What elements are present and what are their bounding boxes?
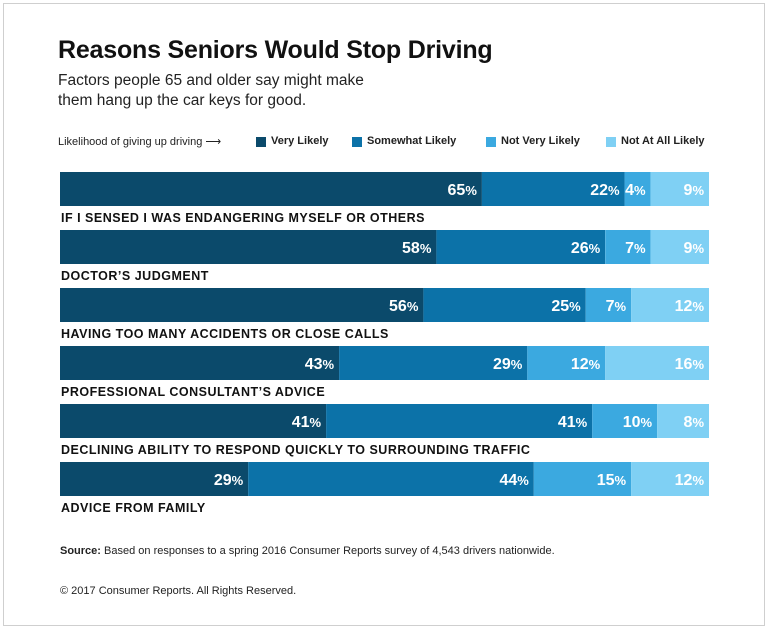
bar-segment-very-likely xyxy=(60,288,424,322)
category-label: HAVING TOO MANY ACCIDENTS OR CLOSE CALLS xyxy=(61,327,389,341)
chart-subtitle: Factors people 65 and older say might ma… xyxy=(58,72,364,109)
data-label: 41% xyxy=(292,414,322,431)
bar-row: 56% 25% 7% 12% HAVING TOO MANY ACCIDENTS OR … xyxy=(60,288,709,341)
bar-segment-somewhat-likely xyxy=(423,288,586,322)
data-label: 12% xyxy=(675,472,705,489)
category-label: DECLINING ABILITY TO RESPOND QUICKLY TO … xyxy=(61,443,530,457)
bar-segment-not-at-all-likely xyxy=(605,346,709,380)
legend-swatch-somewhat-likely xyxy=(352,137,362,147)
bar-segment-not-very-likely xyxy=(592,404,658,438)
source-text: Based on responses to a spring 2016 Cons… xyxy=(100,545,555,557)
data-label: 15% xyxy=(597,472,627,489)
bar-row: 58% 26% 7% 9% DOCTOR’S JUDGMENT xyxy=(60,230,709,283)
bar-segment-not-at-all-likely xyxy=(650,230,709,264)
category-label: IF I SENSED I WAS ENDANGERING MYSELF OR … xyxy=(61,211,425,225)
data-label: 58% xyxy=(402,240,432,257)
data-label: 22% xyxy=(590,182,620,199)
legend-label-very-likely: Very Likely xyxy=(271,135,329,147)
bar-segment-not-very-likely xyxy=(533,462,632,496)
legend-label-not-at-all-likely: Not At All Likely xyxy=(621,135,705,147)
source-note: Source: Based on responses to a spring 2… xyxy=(60,545,555,557)
bar-row: 65% 22% 4% 9% IF I SENSED I WAS ENDANGERING … xyxy=(60,172,709,225)
data-label: 56% xyxy=(389,298,419,315)
bar-row: 43% 29% 12% 16% PROFESSIONAL CONSULTANT’S AD… xyxy=(60,346,709,399)
data-label: 65% xyxy=(448,182,478,199)
bar-row: 29% 44% 15% 12% ADVICE FROM FAMILY xyxy=(60,462,709,515)
data-label: 8% xyxy=(684,414,705,431)
bar-row: 41% 41% 10% 8% DECLINING ABILITY TO RESPOND … xyxy=(60,404,709,457)
data-label: 7% xyxy=(625,240,646,257)
data-label: 44% xyxy=(499,472,529,489)
bar-segment-very-likely xyxy=(60,230,437,264)
data-label: 12% xyxy=(675,298,705,315)
data-label: 16% xyxy=(675,356,705,373)
category-label: PROFESSIONAL CONSULTANT’S ADVICE xyxy=(61,385,325,399)
data-label: 9% xyxy=(684,182,705,199)
bar-segment-not-very-likely xyxy=(605,230,651,264)
bar-segment-not-very-likely xyxy=(585,288,632,322)
bar-segment-somewhat-likely xyxy=(436,230,606,264)
bar-segment-very-likely xyxy=(60,346,340,380)
data-label: 12% xyxy=(571,356,601,373)
bar-segment-somewhat-likely xyxy=(248,462,534,496)
bar-segment-not-very-likely xyxy=(624,172,651,206)
legend-swatch-very-likely xyxy=(256,137,266,147)
copyright: © 2017 Consumer Reports. All Rights Rese… xyxy=(60,585,297,597)
legend-swatch-not-at-all-likely xyxy=(606,137,616,147)
bar-segment-very-likely xyxy=(60,172,482,206)
bar-segment-not-at-all-likely xyxy=(650,172,709,206)
legend-label-somewhat-likely: Somewhat Likely xyxy=(367,135,457,147)
chart-title: Reasons Seniors Would Stop Driving xyxy=(58,36,493,64)
data-label: 4% xyxy=(625,182,646,199)
data-label: 43% xyxy=(305,356,335,373)
bar-segment-very-likely xyxy=(60,404,327,438)
legend-label-not-very-likely: Not Very Likely xyxy=(501,135,580,147)
legend-intro: Likelihood of giving up driving ⟶ xyxy=(58,136,222,148)
category-label: DOCTOR’S JUDGMENT xyxy=(61,269,209,283)
bar-segment-not-at-all-likely xyxy=(657,404,709,438)
data-label: 7% xyxy=(606,298,627,315)
data-label: 29% xyxy=(493,356,523,373)
source-label: Source: xyxy=(60,545,101,557)
data-label: 41% xyxy=(558,414,588,431)
data-label: 25% xyxy=(551,298,581,315)
bar-segment-not-at-all-likely xyxy=(631,462,709,496)
data-label: 9% xyxy=(684,240,705,257)
bar-segment-somewhat-likely xyxy=(339,346,528,380)
data-label: 26% xyxy=(571,240,601,257)
bar-segment-somewhat-likely xyxy=(326,404,593,438)
legend-swatch-not-very-likely xyxy=(486,137,496,147)
bar-segment-not-very-likely xyxy=(527,346,606,380)
data-label: 10% xyxy=(623,414,653,431)
bar-segment-not-at-all-likely xyxy=(631,288,709,322)
bar-segment-very-likely xyxy=(60,462,249,496)
category-label: ADVICE FROM FAMILY xyxy=(61,501,206,515)
data-label: 29% xyxy=(214,472,244,489)
bar-segment-somewhat-likely xyxy=(481,172,625,206)
